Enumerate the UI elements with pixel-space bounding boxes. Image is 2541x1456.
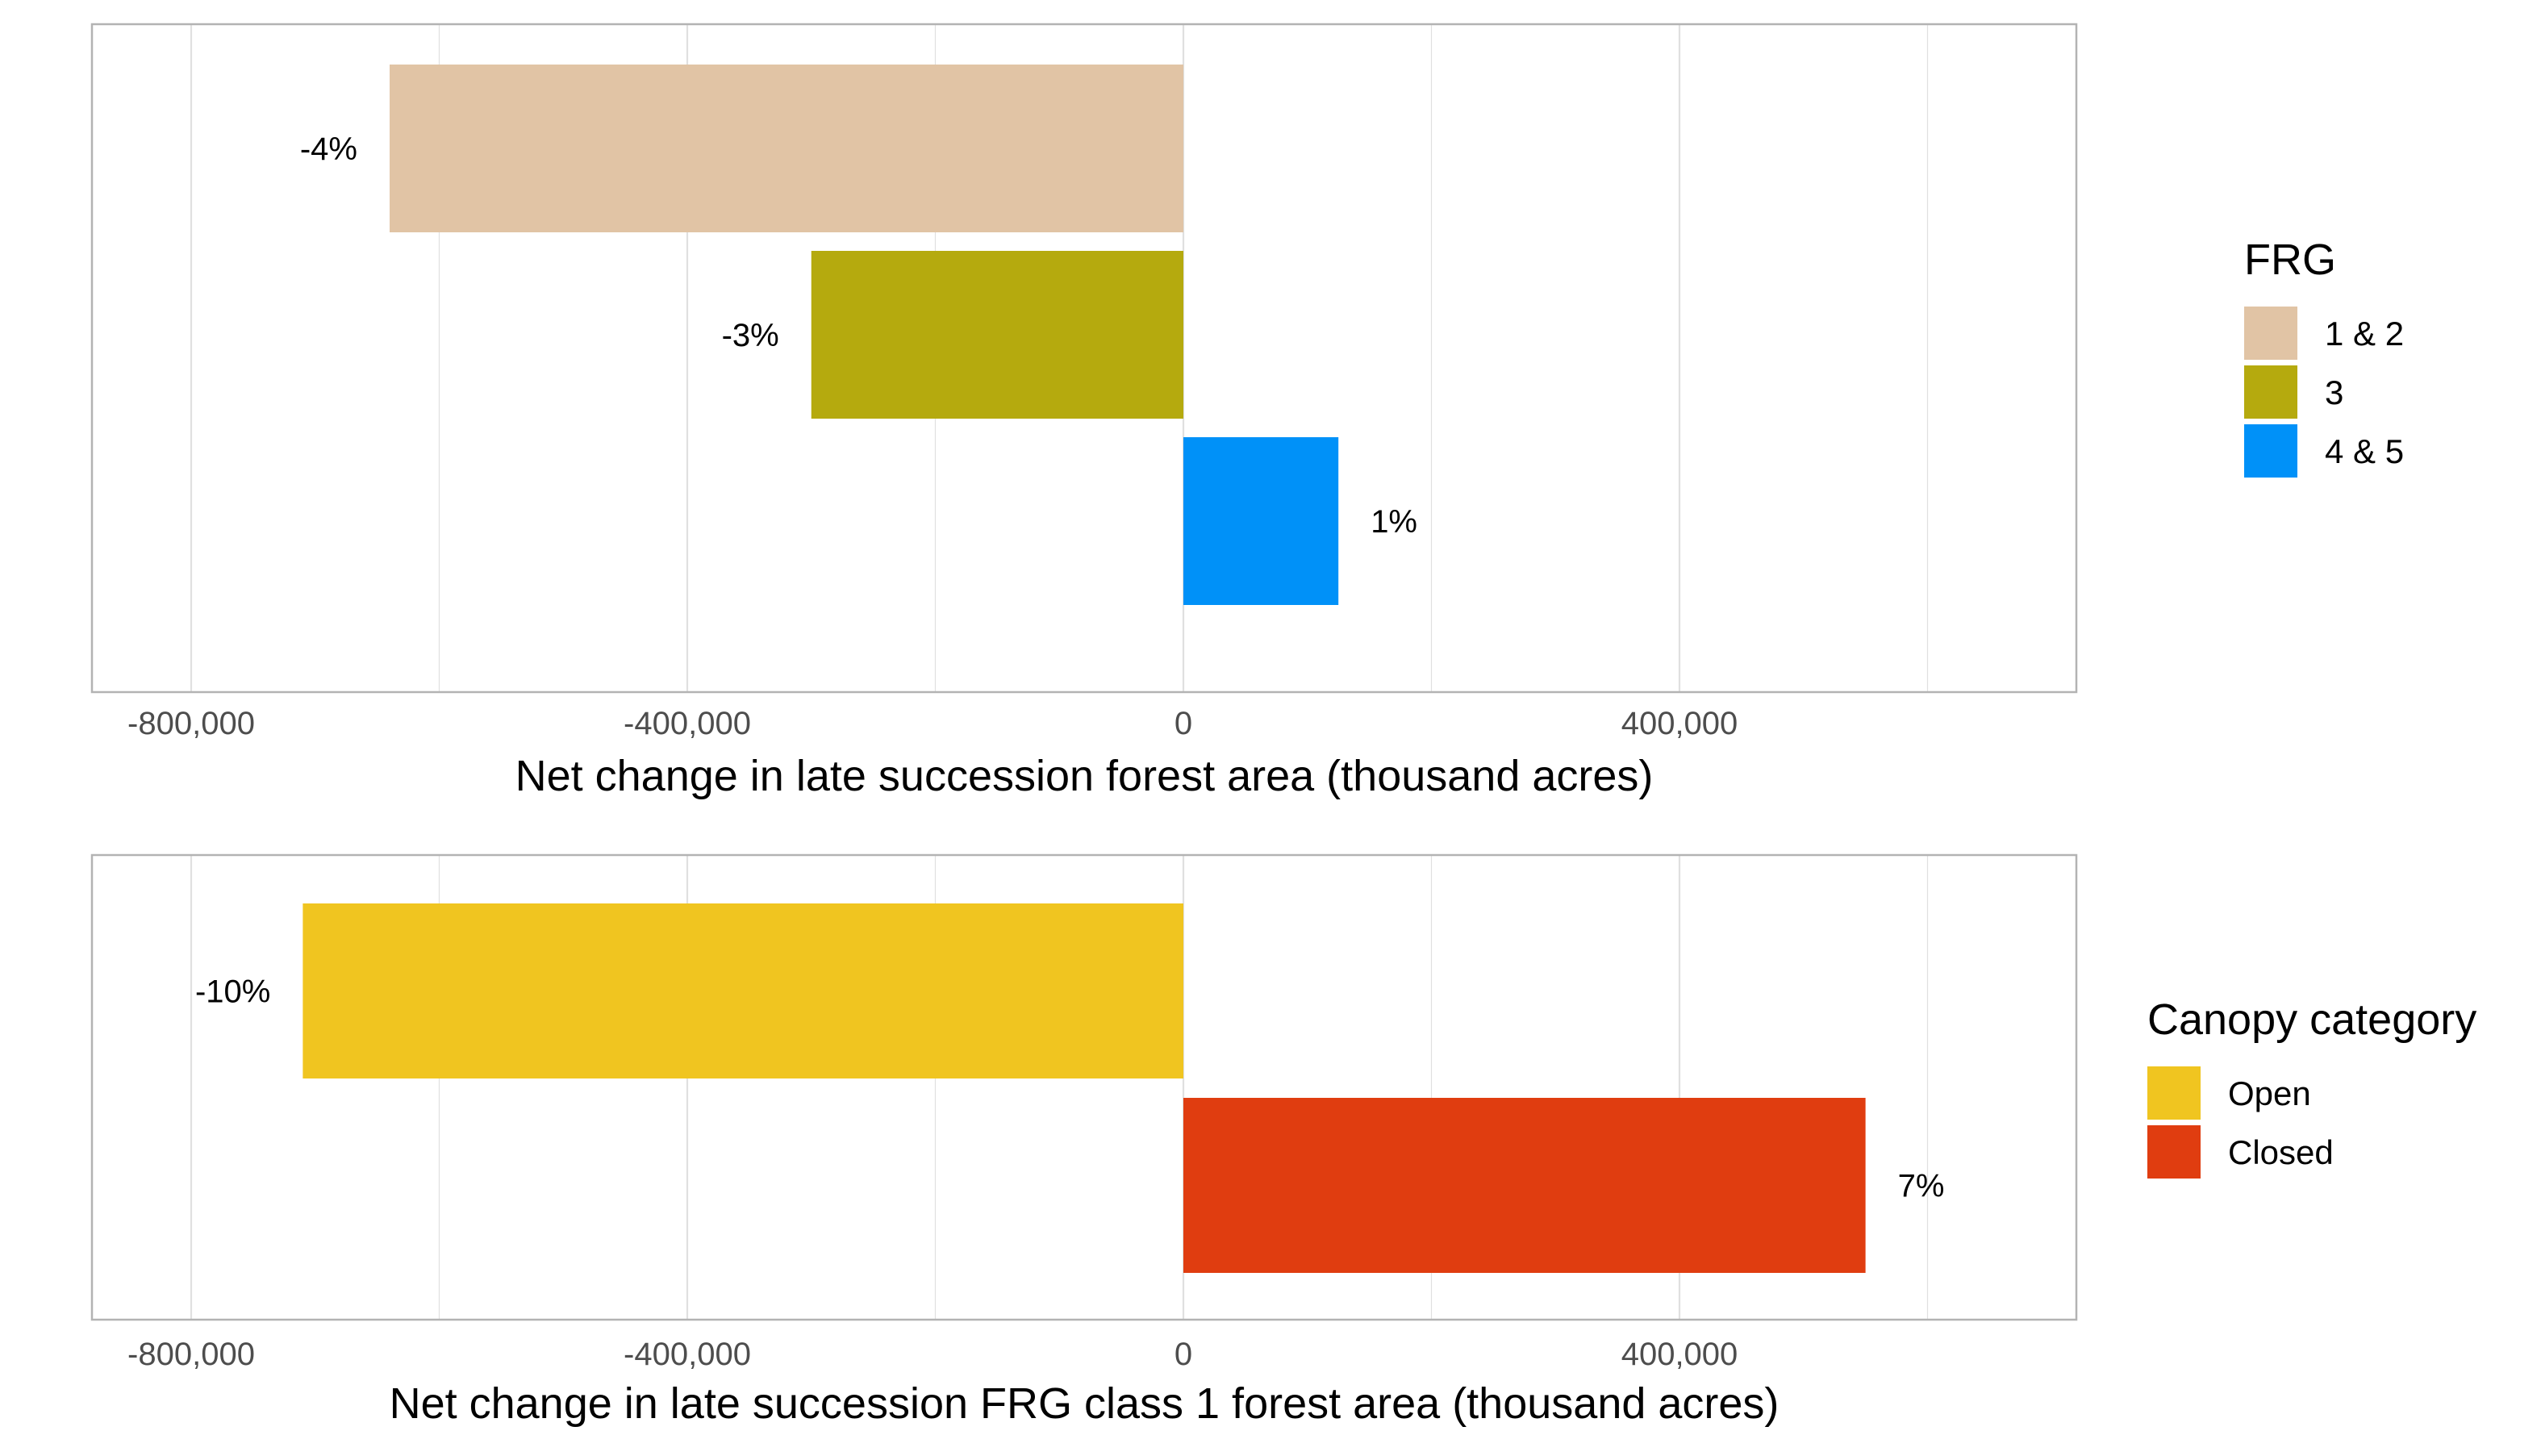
panel-1-legend-key xyxy=(2244,365,2297,419)
panel-1-x-axis-title: Net change in late succession forest are… xyxy=(515,752,1654,800)
panel-2-x-tick-label: -800,000 xyxy=(127,1337,255,1372)
panel-1-legend-label: 3 xyxy=(2325,373,2343,411)
panel-1-bar xyxy=(1183,437,1339,605)
panel-2-legend-key xyxy=(2147,1066,2201,1120)
panel-2-x-tick-label: 400,000 xyxy=(1621,1337,1738,1372)
panel-1-x-tick-label: 400,000 xyxy=(1621,706,1738,741)
panel-2-legend-key xyxy=(2147,1125,2201,1179)
panel-2-legend-title: Canopy category xyxy=(2147,995,2476,1044)
panel-2-legend-label: Closed xyxy=(2228,1133,2334,1171)
panel-2-legend-label: Open xyxy=(2228,1074,2311,1112)
panel-2-bar-label: 7% xyxy=(1898,1169,1945,1204)
panel-1-x-tick-label: -400,000 xyxy=(624,706,751,741)
panel-1-bar xyxy=(811,251,1183,419)
panel-1-x-tick-label: 0 xyxy=(1175,706,1192,741)
panel-1-bar-label: -4% xyxy=(300,131,357,167)
panel-1-bar-label: -3% xyxy=(722,318,779,353)
panel-1-x-tick-label: -800,000 xyxy=(127,706,255,741)
panel-1-legend-key xyxy=(2244,424,2297,478)
panel-2-border xyxy=(90,853,2078,1321)
panel-1-bar xyxy=(390,65,1183,232)
panel-1-border xyxy=(90,23,2078,694)
panel-2-x-tick-label: -400,000 xyxy=(624,1337,751,1372)
panel-2-x-axis-title: Net change in late succession FRG class … xyxy=(390,1379,1780,1428)
panel-1-legend-label: 1 & 2 xyxy=(2325,315,2404,353)
panel-2-bar-label: -10% xyxy=(195,974,270,1010)
panel-2-bar xyxy=(1183,1098,1866,1273)
panel-1-legend-label: 4 & 5 xyxy=(2325,432,2404,470)
panel-1-bar-label: 1% xyxy=(1371,504,1417,540)
panel-2-bar xyxy=(302,903,1183,1078)
panel-2-x-tick-label: 0 xyxy=(1175,1337,1192,1372)
panel-1-legend-title: FRG xyxy=(2244,236,2336,284)
panel-1-legend-key xyxy=(2244,307,2297,360)
